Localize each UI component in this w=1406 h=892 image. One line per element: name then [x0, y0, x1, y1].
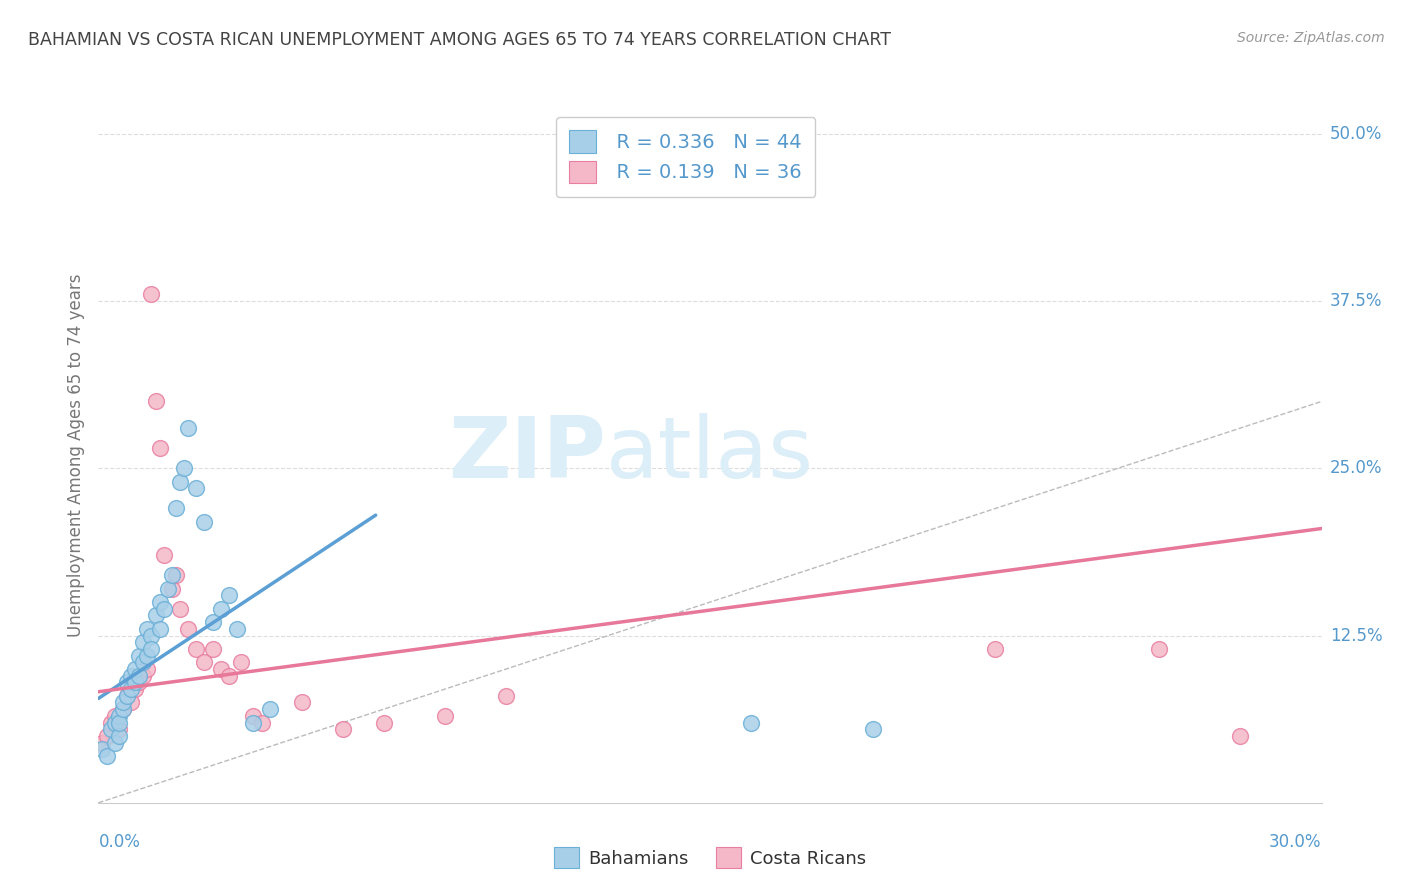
Point — [100, 723, 122, 737]
Point — [91, 742, 114, 756]
Point — [226, 622, 249, 636]
Point — [218, 589, 240, 603]
Text: BAHAMIAN VS COSTA RICAN UNEMPLOYMENT AMONG AGES 65 TO 74 YEARS CORRELATION CHART: BAHAMIAN VS COSTA RICAN UNEMPLOYMENT AMO… — [28, 31, 891, 49]
Point — [984, 642, 1007, 657]
Point — [108, 723, 131, 737]
Point — [231, 655, 253, 669]
Point — [250, 715, 273, 730]
Point — [862, 723, 884, 737]
Point — [141, 287, 163, 301]
Point — [242, 708, 264, 723]
Point — [165, 568, 187, 582]
Point — [96, 729, 118, 743]
Point — [145, 394, 167, 409]
Point — [1229, 729, 1251, 743]
Text: 37.5%: 37.5% — [1330, 292, 1382, 310]
Point — [115, 689, 138, 703]
Point — [120, 696, 142, 710]
Point — [169, 602, 191, 616]
Point — [124, 675, 146, 690]
Point — [128, 648, 150, 663]
Point — [186, 482, 208, 496]
Point — [169, 475, 191, 489]
Point — [136, 622, 159, 636]
Point — [259, 702, 281, 716]
Point — [111, 696, 134, 710]
Text: 12.5%: 12.5% — [1330, 626, 1382, 645]
Point — [136, 662, 159, 676]
Point — [108, 715, 131, 730]
Point — [149, 622, 172, 636]
Y-axis label: Unemployment Among Ages 65 to 74 years: Unemployment Among Ages 65 to 74 years — [66, 273, 84, 637]
Point — [149, 442, 172, 456]
Text: 50.0%: 50.0% — [1330, 125, 1382, 143]
Text: 30.0%: 30.0% — [1270, 833, 1322, 851]
Point — [141, 628, 163, 642]
Point — [160, 582, 183, 596]
Point — [132, 635, 155, 649]
Point — [111, 702, 134, 716]
Legend: Bahamians, Costa Ricans: Bahamians, Costa Ricans — [546, 838, 875, 877]
Point — [115, 675, 138, 690]
Point — [104, 735, 127, 749]
Point — [100, 715, 122, 730]
Point — [201, 615, 224, 630]
Point — [128, 669, 150, 683]
Point — [173, 461, 195, 475]
Text: ZIP: ZIP — [449, 413, 606, 497]
Point — [120, 669, 142, 683]
Point — [132, 669, 155, 683]
Point — [120, 681, 142, 696]
Point — [193, 655, 215, 669]
Point — [124, 681, 146, 696]
Point — [136, 648, 159, 663]
Point — [165, 501, 187, 516]
Point — [218, 669, 240, 683]
Point — [111, 702, 134, 716]
Point — [1147, 642, 1170, 657]
Point — [291, 696, 314, 710]
Point — [145, 608, 167, 623]
Point — [108, 708, 131, 723]
Point — [156, 582, 179, 596]
Point — [242, 715, 264, 730]
Text: 25.0%: 25.0% — [1330, 459, 1382, 477]
Point — [373, 715, 395, 730]
Point — [434, 708, 457, 723]
Point — [96, 749, 118, 764]
Point — [152, 602, 174, 616]
Point — [209, 662, 232, 676]
Point — [332, 723, 354, 737]
Text: Source: ZipAtlas.com: Source: ZipAtlas.com — [1237, 31, 1385, 45]
Point — [152, 548, 174, 563]
Text: atlas: atlas — [606, 413, 814, 497]
Point — [104, 715, 127, 730]
Point — [132, 655, 155, 669]
Point — [104, 708, 127, 723]
Point — [177, 622, 200, 636]
Point — [141, 642, 163, 657]
Point — [201, 642, 224, 657]
Point — [91, 735, 114, 749]
Point — [160, 568, 183, 582]
Point — [209, 602, 232, 616]
Point — [186, 642, 208, 657]
Point — [108, 729, 131, 743]
Point — [124, 662, 146, 676]
Point — [177, 421, 200, 435]
Point — [115, 689, 138, 703]
Text: 0.0%: 0.0% — [98, 833, 141, 851]
Point — [128, 675, 150, 690]
Point — [193, 515, 215, 529]
Point — [149, 595, 172, 609]
Point — [495, 689, 517, 703]
Point — [740, 715, 762, 730]
